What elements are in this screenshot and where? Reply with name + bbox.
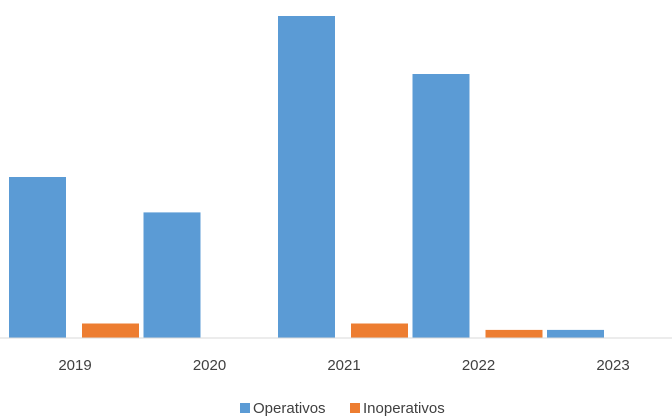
bar-operativos-2022 <box>412 74 470 338</box>
bars-group <box>9 16 604 338</box>
x-tick-label-2022: 2022 <box>462 357 495 374</box>
x-tick-label-2020: 2020 <box>193 357 226 374</box>
bar-operativos-2023 <box>547 329 604 338</box>
legend-swatch-operativos <box>240 403 250 413</box>
x-tick-label-2023: 2023 <box>596 357 629 374</box>
legend: Operativos Inoperativos <box>240 400 445 417</box>
bar-operativos-2021 <box>278 16 335 338</box>
bar-operativos-2019 <box>9 177 66 338</box>
bar-operativos-2020 <box>143 212 201 338</box>
legend-label-operativos: Operativos <box>253 400 326 417</box>
x-tick-labels: 2019 2020 2021 2022 2023 <box>58 357 629 374</box>
legend-swatch-inoperativos <box>350 403 360 413</box>
bar-inoperativos-2021 <box>351 323 408 338</box>
bar-inoperativos-2019 <box>82 323 139 338</box>
legend-label-inoperativos: Inoperativos <box>363 400 445 417</box>
x-tick-label-2021: 2021 <box>327 357 360 374</box>
x-tick-label-2019: 2019 <box>58 357 91 374</box>
bar-inoperativos-2022 <box>485 329 543 338</box>
